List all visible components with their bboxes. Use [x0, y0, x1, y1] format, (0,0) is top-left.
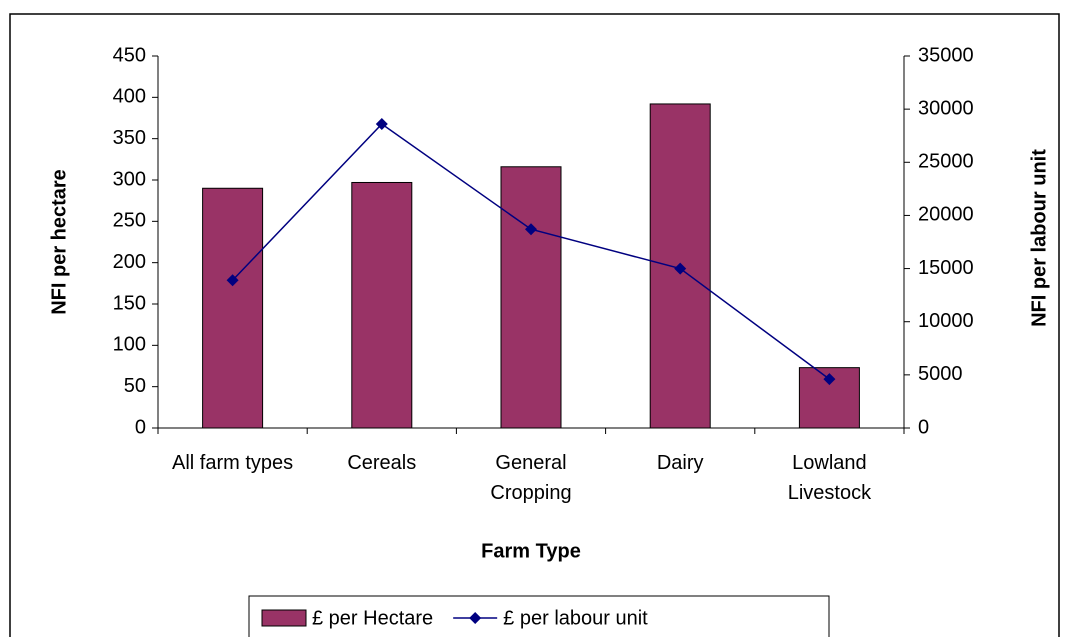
- y2-tick-label: 35000: [918, 44, 974, 66]
- legend-label: £ per labour unit: [503, 607, 648, 629]
- legend-marker: [469, 612, 482, 624]
- marker: [375, 118, 388, 131]
- y-tick-label: 450: [113, 44, 146, 66]
- x-axis-title: Farm Type: [481, 540, 581, 562]
- bar: [500, 166, 562, 429]
- y-tick-label: 350: [113, 127, 146, 149]
- x-tick-label: Dairy: [656, 452, 704, 474]
- x-tick-label: All farm types: [172, 452, 294, 474]
- legend-box: [248, 595, 830, 637]
- x-tick-label: General Cropping: [490, 452, 572, 504]
- marker: [226, 274, 239, 287]
- y-tick-label: 0: [135, 416, 146, 438]
- bar: [351, 181, 413, 429]
- y2-tick-label: 15000: [918, 257, 974, 279]
- bar: [202, 187, 264, 429]
- y-tick-label: 400: [113, 86, 146, 108]
- marker: [823, 373, 836, 386]
- chart-frame: [9, 13, 1060, 637]
- y-tick-label: 200: [113, 251, 146, 273]
- y2-tick-label: 10000: [918, 310, 974, 332]
- y-axis-title: NFI per hectare: [48, 169, 70, 315]
- y-tick-label: 150: [113, 292, 146, 314]
- y2-tick-label: 0: [918, 416, 929, 438]
- y-tick-label: 100: [113, 334, 146, 356]
- y-tick-label: 50: [124, 375, 146, 397]
- y2-tick-label: 25000: [918, 151, 974, 173]
- y-tick-label: 250: [113, 210, 146, 232]
- legend-label: £ per Hectare: [312, 607, 433, 629]
- x-tick-label: Cereals: [347, 452, 417, 474]
- y2-tick-label: 5000: [918, 363, 963, 385]
- x-tick-label: Lowland Livestock: [787, 452, 872, 504]
- y2-axis-title: NFI per labour unit: [1028, 149, 1050, 327]
- y-tick-label: 300: [113, 168, 146, 190]
- y2-tick-label: 20000: [918, 204, 974, 226]
- marker: [525, 223, 537, 236]
- marker: [674, 262, 687, 275]
- y2-tick-label: 30000: [918, 97, 974, 119]
- legend-swatch: [261, 609, 307, 627]
